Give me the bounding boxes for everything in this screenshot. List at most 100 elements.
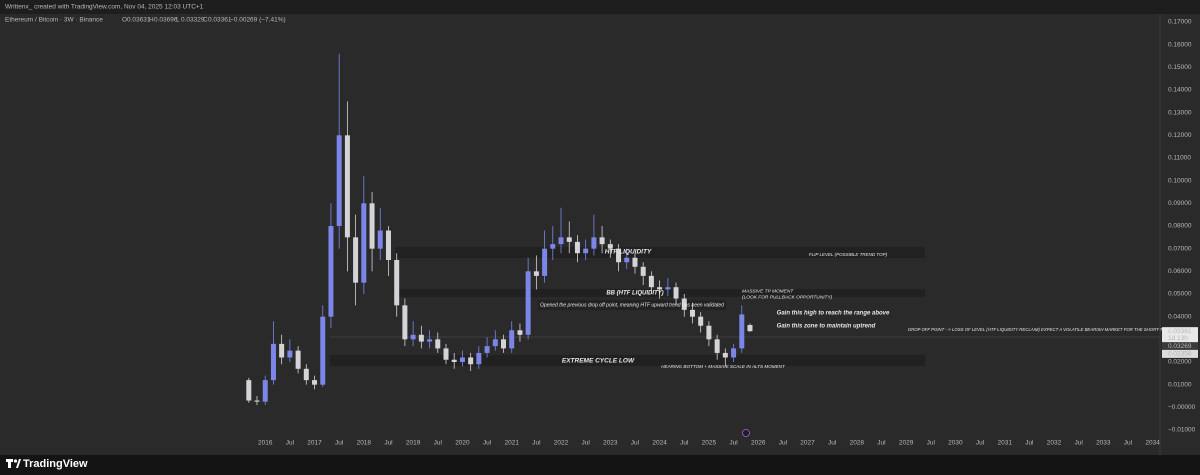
candle-body (320, 316, 326, 385)
candle-body (648, 275, 654, 288)
y-tick-label: 0.14000 (1168, 87, 1192, 94)
candle-body (714, 339, 720, 353)
x-tick-label: 2022 (554, 440, 569, 447)
candle-body (459, 357, 465, 362)
candle-body (484, 346, 490, 353)
legend-change: −0.00269 (−7.41%) (230, 17, 286, 24)
candle-body (468, 357, 474, 365)
annotation: FLIP LEVEL (POSSIBLE TREND TOP) (809, 252, 888, 257)
candle-body (731, 348, 737, 358)
zone (395, 247, 925, 258)
legend-key: O (122, 17, 127, 24)
annotation: Gain this high to reach the range above (777, 311, 890, 317)
note-box (538, 300, 726, 310)
legend-key: L (176, 17, 180, 24)
candle-body (377, 230, 383, 249)
candle-body (574, 241, 580, 254)
annotation: DROP OFF POINT --> LOSS OF LEVEL (HTF LI… (908, 327, 1172, 332)
candle-body (500, 339, 506, 349)
legend-key: H (149, 17, 154, 24)
candle-body (722, 352, 728, 358)
legend-key: C (203, 17, 208, 24)
x-tick-label: 2025 (702, 440, 717, 447)
candle-body (246, 380, 252, 401)
x-tick-label: Jul (631, 440, 640, 447)
x-tick-label: 2026 (751, 440, 766, 447)
y-tick-label: 0.12000 (1168, 132, 1192, 139)
candle-body (312, 380, 318, 385)
annotation: Gain this zone to maintain uptrend (777, 324, 876, 330)
candle-body (402, 305, 408, 340)
candle-body (599, 237, 605, 245)
candle-body (583, 248, 589, 254)
candle-body (657, 287, 663, 290)
x-tick-label: Jul (532, 440, 541, 447)
header: Writtenx_ created with TradingView.com, … (5, 4, 204, 11)
price-marker-box (1162, 342, 1198, 351)
x-tick-label: 2034 (1145, 440, 1160, 447)
candle-body (476, 352, 482, 365)
candle-body (443, 348, 449, 360)
x-tick-label: 2020 (455, 440, 470, 447)
candle-body (698, 316, 704, 326)
y-tick-label: 0.01000 (1168, 381, 1192, 388)
x-tick-label: Jul (483, 440, 492, 447)
candle-body (344, 135, 350, 238)
annotation: HEARING BOTTOM + MASSIVE SCALE IN ALTS M… (661, 364, 786, 369)
candle-body (542, 248, 548, 276)
x-tick-label: Jul (779, 440, 788, 447)
legend-value: 0.03696 (154, 17, 178, 24)
y-tick-label: 0.05000 (1168, 291, 1192, 298)
y-tick-label: 0.10000 (1168, 177, 1192, 184)
x-tick-label: 2016 (258, 440, 273, 447)
x-tick-label: Jul (335, 440, 344, 447)
candle-body (665, 287, 671, 290)
countdown: 1d 13h (1168, 335, 1188, 342)
x-tick-label: Jul (1124, 440, 1133, 447)
candle-body (451, 359, 457, 362)
candle-body (287, 350, 293, 358)
y-tick-label: 0.16000 (1168, 41, 1192, 48)
annotation: MASSIVE TP MOMENT (742, 288, 794, 294)
candle-body (550, 244, 556, 249)
price-box (1162, 327, 1198, 344)
candle-body (533, 271, 539, 276)
x-tick-label: 2030 (948, 440, 963, 447)
header-bar (0, 0, 1200, 14)
annotation: EXTREME CYCLE LOW (562, 358, 635, 365)
x-tick-label: 2029 (899, 440, 914, 447)
candle-body (270, 343, 276, 381)
y-tick-label: −0.00000 (1168, 404, 1196, 411)
x-tick-label: 2028 (850, 440, 865, 447)
candle-body (492, 339, 498, 347)
candle-body (640, 266, 646, 276)
price-marker-box (1162, 349, 1198, 358)
y-tick-label: 0.06000 (1168, 268, 1192, 275)
x-tick-label: 2021 (504, 440, 519, 447)
zone (330, 355, 925, 366)
candle-body (385, 230, 391, 260)
x-tick-label: 2032 (1047, 440, 1062, 447)
candle-body (427, 339, 433, 342)
candle-body (254, 400, 260, 402)
candle-body (509, 330, 515, 349)
y-tick-label: 0.08000 (1168, 223, 1192, 230)
candle-body (616, 248, 622, 263)
brand: TradingView (23, 458, 88, 470)
candle-body (689, 309, 695, 317)
candle-body (361, 203, 367, 283)
candle-body (607, 244, 613, 249)
y-tick-label: 0.02000 (1168, 359, 1192, 366)
candle-body (418, 334, 424, 342)
x-tick-label: Jul (1075, 440, 1084, 447)
candle-body (328, 226, 334, 317)
annotation: BB (HTF LIQUIDITY) (606, 291, 663, 297)
price-marker: 0.02358 (1168, 351, 1192, 358)
logo-mark (8, 459, 11, 468)
logo-mark (16, 459, 21, 468)
logo: TradingView (6, 458, 88, 470)
x-tick-label: Jul (582, 440, 591, 447)
y-tick-label: 0.13000 (1168, 109, 1192, 116)
candle-body (525, 271, 531, 335)
x-tick-label: Jul (927, 440, 936, 447)
